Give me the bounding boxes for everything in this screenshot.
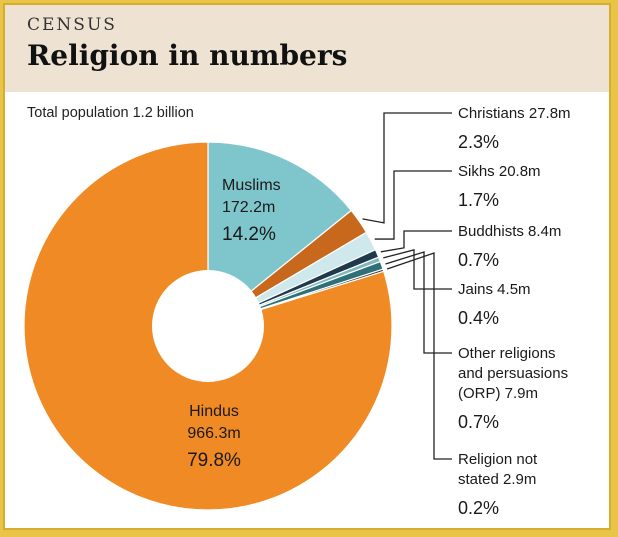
label-buddhists: Buddhists 8.4m 0.7% <box>458 223 561 270</box>
label-hindus: Hindus 966.3m 79.8% <box>187 403 241 471</box>
leader-christians <box>362 112 452 224</box>
leader-notstated <box>386 252 452 460</box>
slice-hindus <box>23 141 393 511</box>
label-christians: Christians 27.8m 2.3% <box>458 105 571 152</box>
leader-jains <box>383 249 452 290</box>
label-christians-percent: 2.3% <box>458 132 499 152</box>
label-orp-line: (ORP) 7.9m <box>458 385 538 402</box>
chart-title: Religion in numbers <box>27 39 348 72</box>
label-muslims-line: Muslims <box>222 177 281 194</box>
label-orp-percent: 0.7% <box>458 412 499 432</box>
section-kicker: CENSUS <box>27 15 117 35</box>
label-hindus-percent: 79.8% <box>187 450 241 471</box>
donut-hole <box>152 270 264 382</box>
label-jains: Jains 4.5m 0.4% <box>458 281 531 328</box>
chart-subtitle: Total population 1.2 billion <box>27 105 194 121</box>
label-sikhs-line: Sikhs 20.8m <box>458 163 541 180</box>
label-jains-line: Jains 4.5m <box>458 281 531 298</box>
label-buddhists-line: Buddhists 8.4m <box>458 223 561 240</box>
label-muslims-line: 172.2m <box>222 199 275 216</box>
label-notstated-percent: 0.2% <box>458 498 499 518</box>
label-hindus-line: Hindus <box>189 403 239 420</box>
label-jains-percent: 0.4% <box>458 308 499 328</box>
label-orp-line: Other religions <box>458 345 556 362</box>
label-orp-line: and persuasions <box>458 365 568 382</box>
leader-buddhists <box>380 230 452 253</box>
label-notstated-line: stated 2.9m <box>458 471 536 488</box>
label-muslims-percent: 14.2% <box>222 224 276 245</box>
label-buddhists-percent: 0.7% <box>458 250 499 270</box>
slice-labels: Muslims 172.2m 14.2% Hindus 966.3m 79.8% Chris… <box>187 105 570 518</box>
leader-orp <box>385 251 452 354</box>
slice-muslims <box>207 141 353 328</box>
label-notstated: Religion not stated 2.9m 0.2% <box>458 451 538 518</box>
label-muslims: Muslims 172.2m 14.2% <box>222 177 281 245</box>
label-sikhs-percent: 1.7% <box>458 190 499 210</box>
label-notstated-line: Religion not <box>458 451 538 468</box>
header-band: CENSUS Religion in numbers <box>5 5 609 92</box>
leader-sikhs <box>374 170 452 240</box>
label-sikhs: Sikhs 20.8m 1.7% <box>458 163 541 210</box>
leader-lines <box>362 112 452 460</box>
label-christians-line: Christians 27.8m <box>458 105 571 122</box>
label-hindus-line: 966.3m <box>187 425 240 442</box>
label-orp: Other religions and persuasions (ORP) 7.9m… <box>458 345 568 432</box>
